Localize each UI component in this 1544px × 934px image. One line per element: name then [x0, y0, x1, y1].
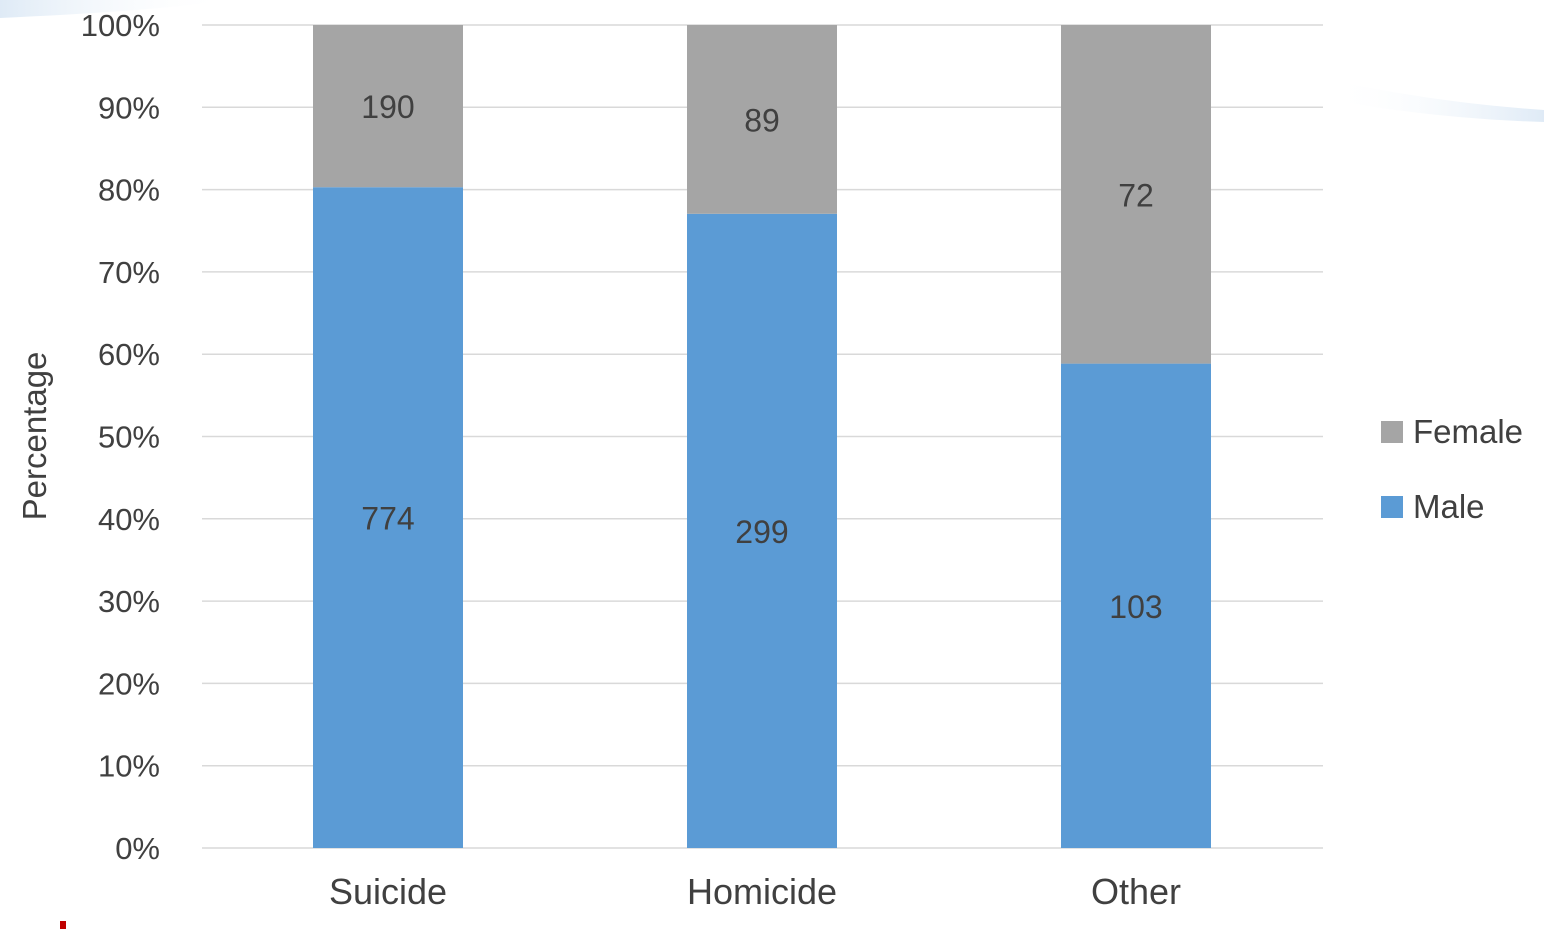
x-category-label: Homicide [687, 871, 837, 912]
bar-segment-male [1061, 363, 1211, 848]
y-tick-label: 100% [81, 8, 160, 43]
y-tick-label: 80% [98, 173, 160, 208]
y-tick-label: 40% [98, 502, 160, 537]
legend-swatch-female [1381, 421, 1403, 443]
y-tick-label: 60% [98, 337, 160, 372]
bar-segment-female [1061, 25, 1211, 364]
bar-segment-female [687, 25, 837, 214]
axes: 0% 10% 20% 30% 40% 50% 60% 70% 80% 90% 100% Suicide… [16, 8, 1181, 912]
y-tick-label: 30% [98, 584, 160, 619]
background-decoration [0, 0, 1544, 122]
y-tick-label: 20% [98, 666, 160, 701]
slide-marker [60, 921, 66, 929]
y-tick-label: 50% [98, 420, 160, 455]
data-labels: 774 190 299 89 103 72 [361, 89, 1162, 625]
x-category-label: Other [1091, 871, 1181, 912]
x-category-label: Suicide [329, 871, 447, 912]
bars [313, 25, 1211, 849]
y-tick-label: 70% [98, 255, 160, 290]
y-tick-label: 90% [98, 90, 160, 125]
data-label: 72 [1118, 177, 1154, 213]
legend-swatch-male [1381, 496, 1403, 518]
data-label: 190 [361, 89, 414, 125]
legend-label-male: Male [1413, 488, 1485, 525]
y-axis-title: Percentage [16, 352, 53, 521]
y-tick-label: 0% [115, 831, 160, 866]
bar-segment-male [313, 187, 463, 849]
y-tick-label: 10% [98, 749, 160, 784]
legend: Female Male [1381, 413, 1523, 525]
bar-segment-female [313, 25, 463, 188]
bar-segment-male [687, 213, 837, 848]
data-label: 774 [361, 501, 414, 537]
legend-label-female: Female [1413, 413, 1523, 450]
data-label: 103 [1109, 589, 1162, 625]
data-label: 89 [744, 102, 780, 138]
data-label: 299 [735, 514, 788, 550]
